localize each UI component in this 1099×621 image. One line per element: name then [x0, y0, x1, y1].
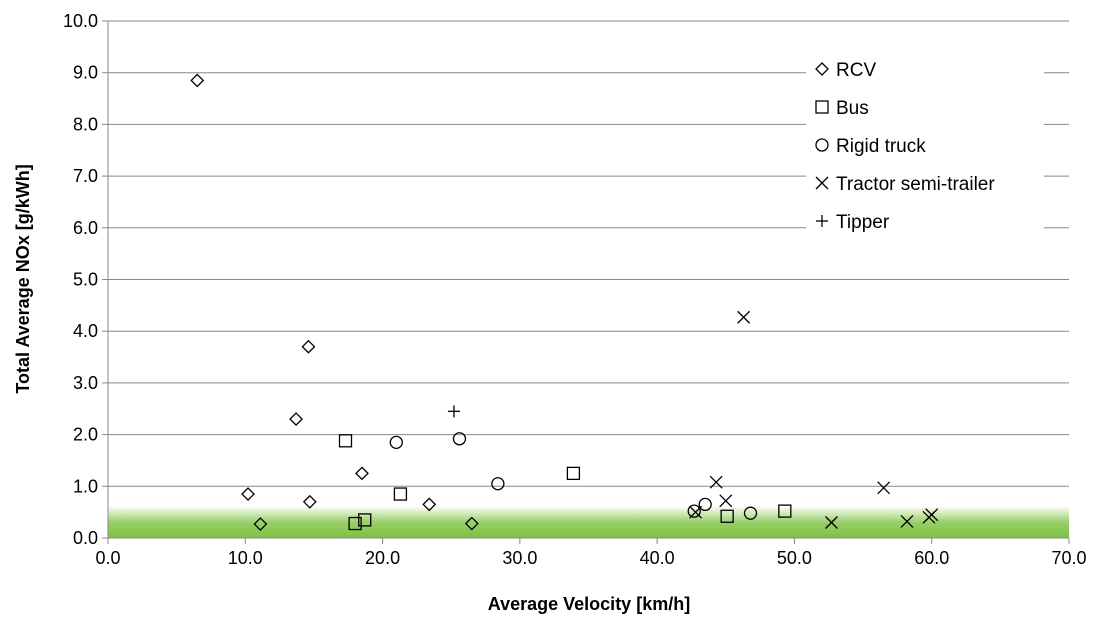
legend-label-tipper: Tipper [836, 212, 890, 233]
legend-label-rigid-truck: Rigid truck [836, 136, 926, 157]
point-rigid-truck [698, 497, 712, 512]
legend: RCV Bus Rigid truck Tractor semi-trailer Tip… [806, 50, 1044, 244]
x-tick-label: 0.0 [95, 548, 120, 568]
x-tick-label: 50.0 [777, 548, 812, 568]
point-rcv [301, 339, 316, 354]
point-tractor-semi-trailer [709, 475, 723, 489]
point-tractor-semi-trailer [922, 510, 936, 524]
x-tick-label: 20.0 [365, 548, 400, 568]
point-bus [338, 434, 353, 448]
point-rigid-truck [743, 506, 758, 520]
y-tick-label: 10.0 [63, 11, 98, 31]
point-rcv [302, 494, 317, 509]
point-rigid-truck [687, 504, 701, 518]
y-tick-label: 8.0 [73, 114, 98, 134]
x-tick-label: 10.0 [228, 548, 263, 568]
point-rcv [190, 73, 205, 88]
y-tick-label: 2.0 [73, 425, 98, 445]
point-tractor-semi-trailer [737, 310, 751, 324]
point-rigid-truck [491, 477, 505, 491]
point-rcv [422, 497, 437, 512]
legend-marker-tipper [816, 215, 828, 227]
legend-label-bus: Bus [836, 98, 869, 119]
point-tractor-semi-trailer [900, 514, 914, 528]
point-tractor-semi-trailer [689, 505, 703, 519]
legend-label-rcv: RCV [836, 60, 876, 81]
point-rcv [355, 466, 369, 481]
point-bus [348, 516, 362, 531]
point-tipper [447, 405, 460, 418]
limit-band-rect [108, 506, 1069, 538]
y-tick-label: 6.0 [73, 218, 98, 238]
point-bus [720, 509, 734, 523]
legend-marker-bus [815, 100, 829, 114]
point-tractor-semi-trailer [719, 494, 733, 508]
point-bus [778, 504, 792, 518]
point-rcv [253, 517, 268, 531]
y-tick-label: 4.0 [73, 321, 98, 341]
point-bus [358, 513, 372, 527]
point-bus [393, 487, 408, 501]
point-tractor-semi-trailer [825, 516, 838, 529]
axes [102, 20, 1070, 544]
legend-box [806, 50, 1044, 244]
point-rcv [289, 412, 304, 427]
y-tick-label: 1.0 [73, 476, 98, 496]
y-tick-label: 0.0 [73, 528, 98, 548]
gridlines [108, 20, 1069, 487]
y-tick-label: 3.0 [73, 373, 98, 393]
x-tick-label: 40.0 [640, 548, 675, 568]
x-tick-label: 70.0 [1051, 548, 1086, 568]
data-points [190, 73, 939, 531]
point-bus [566, 466, 581, 481]
y-axis-title: Total Average NOx [g/kWh] [13, 164, 33, 393]
legend-label-tractor-semi-trailer: Tractor semi-trailer [836, 174, 995, 195]
point-rigid-truck [452, 432, 467, 446]
point-rcv [241, 487, 255, 501]
legend-marker-rigid-truck [815, 138, 829, 152]
legend-marker-tractor-semi-trailer [815, 176, 829, 190]
y-tick-label: 7.0 [73, 166, 98, 186]
point-rcv [464, 516, 479, 531]
limit-band [108, 506, 1069, 538]
point-rigid-truck [389, 435, 403, 450]
x-tick-label: 60.0 [914, 548, 949, 568]
x-tick-label: 30.0 [502, 548, 537, 568]
y-tick-label: 9.0 [73, 63, 98, 83]
point-tractor-semi-trailer [877, 481, 891, 495]
tick-labels: 0.0 1.0 2.0 3.0 4.0 5.0 6.0 7.0 8.0 9.0 10.0 0.0 10.… [63, 11, 1087, 568]
legend-marker-rcv [815, 62, 829, 76]
y-tick-label: 5.0 [73, 270, 98, 290]
x-axis-title: Average Velocity [km/h] [488, 594, 690, 614]
